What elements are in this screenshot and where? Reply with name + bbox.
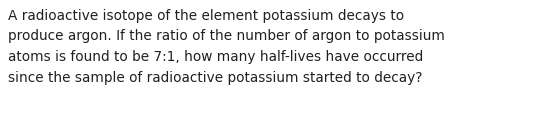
Text: A radioactive isotope of the element potassium decays to
produce argon. If the r: A radioactive isotope of the element pot… — [8, 9, 445, 85]
